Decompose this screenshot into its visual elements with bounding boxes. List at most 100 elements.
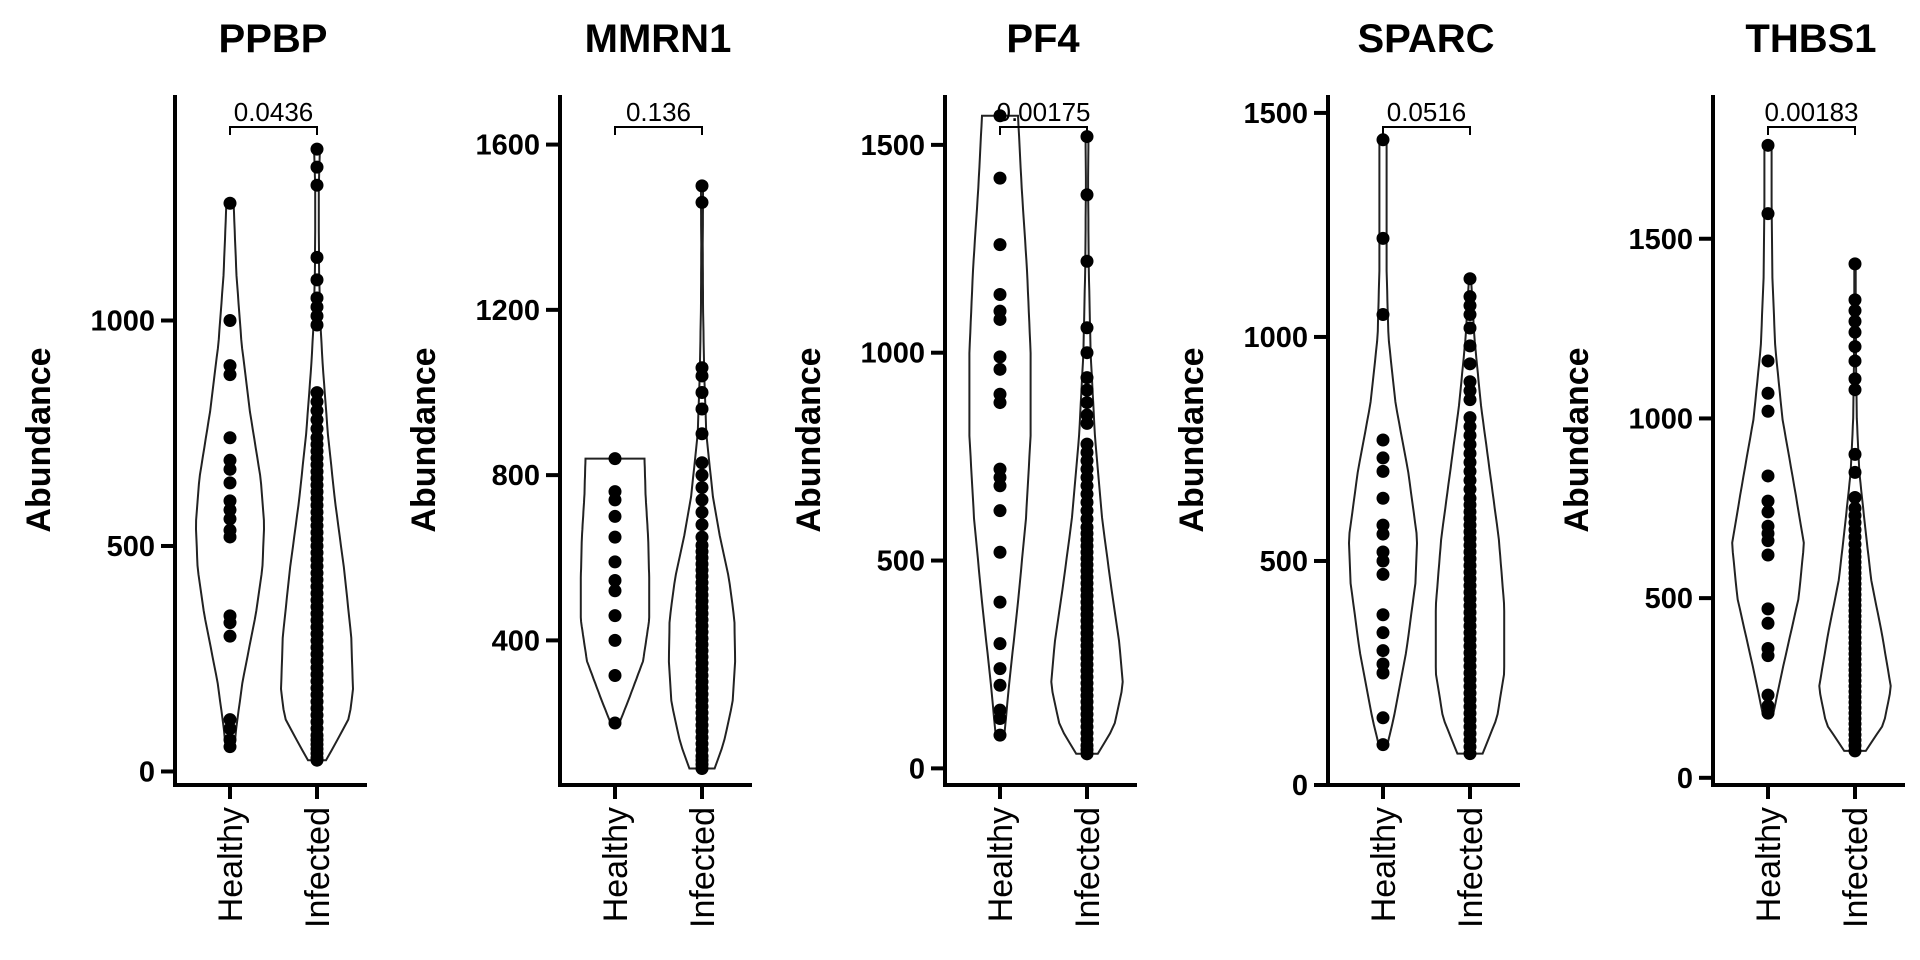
data-point xyxy=(310,273,324,287)
data-point xyxy=(993,238,1007,252)
data-point xyxy=(608,716,622,730)
data-point xyxy=(1848,447,1862,461)
panel-title: PPBP xyxy=(219,17,328,61)
data-point xyxy=(695,195,709,209)
data-point xyxy=(223,368,237,382)
data-point xyxy=(1848,304,1862,318)
data-point xyxy=(993,288,1007,302)
data-point xyxy=(1463,420,1477,434)
data-point xyxy=(993,637,1007,651)
significance-bracket xyxy=(614,126,703,135)
data-point xyxy=(310,386,324,400)
data-point xyxy=(1376,608,1390,622)
data-point xyxy=(1376,626,1390,640)
data-point xyxy=(310,431,324,445)
data-point xyxy=(223,733,237,747)
data-point xyxy=(993,678,1007,692)
y-axis-title: Abundance xyxy=(20,347,58,532)
data-point xyxy=(1761,207,1775,221)
y-tick-label: 1000 xyxy=(1628,403,1693,435)
data-point xyxy=(1463,308,1477,322)
y-tick-label: 1000 xyxy=(1243,322,1308,354)
data-point xyxy=(993,362,1007,376)
data-point xyxy=(1463,321,1477,335)
data-point xyxy=(1848,372,1862,386)
data-point xyxy=(1761,386,1775,400)
y-axis-title: Abundance xyxy=(790,347,828,532)
data-point xyxy=(223,503,237,517)
y-axis-title: Abundance xyxy=(405,347,443,532)
data-point xyxy=(1463,393,1477,407)
x-category-label: Healthy xyxy=(212,807,250,922)
data-point xyxy=(1080,130,1094,144)
y-tick-label: 400 xyxy=(492,625,540,657)
data-point xyxy=(1761,699,1775,713)
data-point xyxy=(608,509,622,523)
y-tick-label: 1000 xyxy=(860,338,925,370)
data-point xyxy=(1463,411,1477,425)
x-category-label: Infected xyxy=(684,807,722,928)
y-axis-title: Abundance xyxy=(1173,347,1211,532)
p-value-label: 0.0516 xyxy=(1387,97,1467,127)
x-category-label: Healthy xyxy=(1750,807,1788,922)
x-category-label: Infected xyxy=(1069,807,1107,928)
data-point xyxy=(1376,527,1390,541)
significance-bracket xyxy=(999,126,1088,135)
data-point xyxy=(993,504,1007,518)
data-point xyxy=(1761,469,1775,483)
data-point xyxy=(1848,354,1862,368)
data-point xyxy=(608,452,622,466)
data-point xyxy=(1848,340,1862,354)
data-point xyxy=(993,728,1007,742)
data-point xyxy=(223,196,237,210)
data-point xyxy=(1848,325,1862,339)
data-point xyxy=(1376,231,1390,245)
data-point xyxy=(1463,339,1477,353)
data-point xyxy=(695,456,709,470)
data-point xyxy=(993,703,1007,717)
significance-bracket xyxy=(1382,126,1471,135)
data-point xyxy=(993,350,1007,364)
data-point xyxy=(1463,437,1477,451)
data-point xyxy=(1376,666,1390,680)
data-point xyxy=(1080,371,1094,385)
violin-outline xyxy=(968,114,1032,737)
data-point xyxy=(1080,396,1094,410)
data-point xyxy=(1848,293,1862,307)
data-point xyxy=(1376,657,1390,671)
data-point xyxy=(608,530,622,544)
data-point xyxy=(223,476,237,490)
data-point xyxy=(608,609,622,623)
data-point xyxy=(310,404,324,418)
data-point xyxy=(695,361,709,375)
data-point xyxy=(310,300,324,314)
p-value-label: 0.00183 xyxy=(1765,97,1859,127)
data-point xyxy=(1761,641,1775,655)
data-point xyxy=(993,171,1007,185)
data-point xyxy=(695,427,709,441)
y-tick-label: 0 xyxy=(909,753,925,785)
panel-title: PF4 xyxy=(1006,17,1080,61)
data-point xyxy=(1761,548,1775,562)
data-point xyxy=(608,669,622,683)
data-point xyxy=(1463,491,1477,505)
data-point xyxy=(1080,188,1094,202)
data-point xyxy=(993,545,1007,559)
y-tick-label: 500 xyxy=(877,546,925,578)
data-point xyxy=(695,518,709,532)
data-point xyxy=(310,309,324,323)
data-point xyxy=(993,462,1007,476)
data-point xyxy=(1376,491,1390,505)
data-point xyxy=(1376,644,1390,658)
data-point xyxy=(1463,299,1477,313)
data-point xyxy=(1761,505,1775,519)
data-point xyxy=(310,142,324,156)
data-point xyxy=(310,291,324,305)
data-point xyxy=(223,609,237,623)
data-point xyxy=(1463,357,1477,371)
y-tick-label: 500 xyxy=(1645,583,1693,615)
data-point xyxy=(1848,491,1862,504)
data-point xyxy=(1761,404,1775,418)
data-point xyxy=(1080,346,1094,360)
